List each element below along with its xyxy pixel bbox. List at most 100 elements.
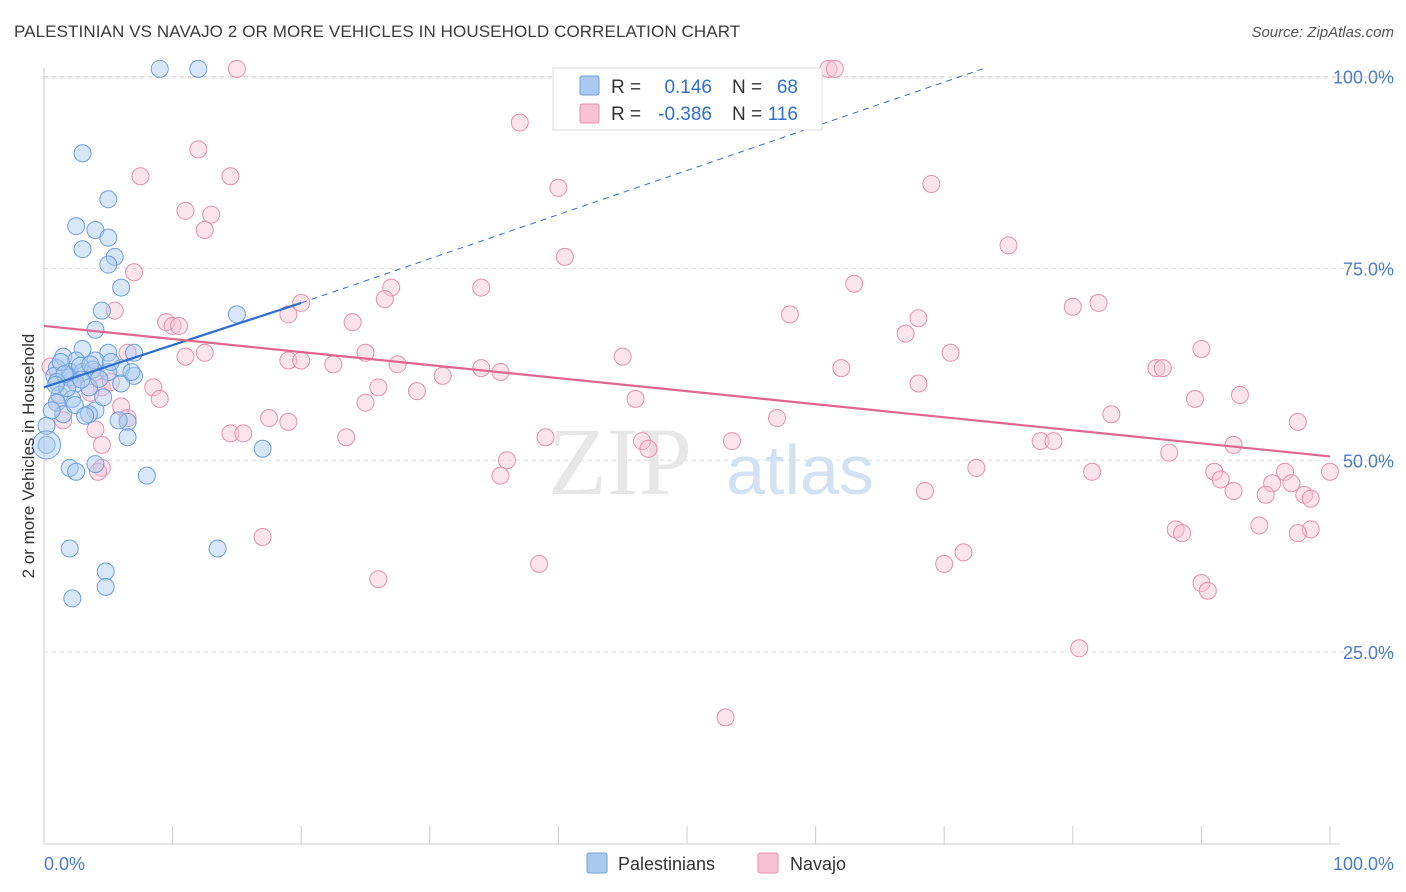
navajo-point <box>407 382 426 401</box>
palestinians-point <box>92 301 111 320</box>
navajo-point <box>1063 297 1082 316</box>
palestinians-point <box>67 462 86 481</box>
navajo-point <box>999 236 1018 255</box>
grid-lines <box>44 76 1394 653</box>
navajo-point <box>1224 435 1243 454</box>
palestinians-point <box>63 589 82 608</box>
navajo-point <box>1250 516 1269 535</box>
palestinians-point <box>67 217 86 236</box>
navajo-point <box>1173 524 1192 543</box>
palestinians-points <box>32 59 272 608</box>
x-max-label: 100.0% <box>1333 854 1394 874</box>
navajo-point <box>1288 524 1307 543</box>
palestinians-point <box>253 439 272 458</box>
palestinians-point <box>112 278 131 297</box>
y-axis-title: 2 or more Vehicles in Household <box>19 334 38 579</box>
stats-n-value-navajo: 116 <box>768 104 798 125</box>
stats-legend: R = 0.146 N = 68 R = -0.386 N = 116 <box>552 67 823 131</box>
navajo-point <box>86 420 105 439</box>
palestinians-point <box>112 374 131 393</box>
navajo-point <box>356 393 375 412</box>
stats-n-label-palestinians: N = <box>732 77 762 98</box>
legend-label-navajo: Navajo <box>790 854 846 874</box>
navajo-point <box>150 389 169 408</box>
palestinians-point <box>105 247 124 266</box>
palestinians-point <box>46 376 65 395</box>
bottom-legend: Palestinians Navajo <box>586 852 846 874</box>
navajo-point <box>279 412 298 431</box>
palestinians-point <box>99 228 118 247</box>
navajo-point <box>510 113 529 132</box>
navajo-point <box>202 205 221 224</box>
legend-swatch-palestinians <box>586 852 608 874</box>
palestinians-point <box>90 369 109 388</box>
navajo-point <box>1044 432 1063 451</box>
navajo-point <box>1102 405 1121 424</box>
x-ticks <box>43 826 1331 844</box>
navajo-point <box>1198 581 1217 600</box>
navajo-point <box>1070 639 1089 658</box>
navajo-point <box>909 309 928 328</box>
navajo-point <box>555 247 574 266</box>
navajo-point <box>279 305 298 324</box>
navajo-point <box>388 355 407 374</box>
navajo-point <box>382 278 401 297</box>
navajo-point <box>375 290 394 309</box>
navajo-point <box>41 357 60 376</box>
navajo-point <box>1230 386 1249 405</box>
navajo-point <box>825 59 844 78</box>
navajo-point <box>549 178 568 197</box>
stats-legend-swatch-navajo <box>579 103 600 124</box>
navajo-point <box>337 428 356 447</box>
palestinians-point <box>99 255 118 274</box>
palestinians-point <box>76 406 95 425</box>
palestinians-point <box>118 428 137 447</box>
navajo-point <box>915 481 934 500</box>
navajo-point <box>1256 485 1275 504</box>
y-tick-label-100: 100.0% <box>1333 68 1394 88</box>
y-tick-label-50: 50.0% <box>1343 451 1394 471</box>
palestinians-point <box>137 466 156 485</box>
navajo-point <box>530 554 549 573</box>
navajo-point <box>716 708 735 727</box>
stats-r-label-palestinians: R = <box>611 77 641 98</box>
navajo-point <box>1192 574 1211 593</box>
watermark-zip: ZIP <box>548 408 692 515</box>
navajo-point <box>176 201 195 220</box>
navajo-point <box>92 435 111 454</box>
palestinians-point <box>109 411 128 430</box>
palestinians-trend-line <box>43 301 302 389</box>
navajo-point <box>1160 443 1179 462</box>
navajo-point <box>1083 462 1102 481</box>
navajo-point <box>639 439 658 458</box>
navajo-point <box>768 409 787 428</box>
navajo-point <box>497 451 516 470</box>
palestinians-point <box>37 435 56 454</box>
legend-swatch-navajo <box>757 852 779 874</box>
navajo-point <box>909 374 928 393</box>
navajo-point <box>832 359 851 378</box>
y-tick-labels: 25.0% 50.0% 75.0% 100.0% <box>1333 68 1394 664</box>
navajo-point <box>845 274 864 293</box>
palestinians-point <box>42 401 61 420</box>
navajo-point <box>343 313 362 332</box>
navajo-point <box>472 359 491 378</box>
navajo-point <box>626 389 645 408</box>
navajo-point <box>163 316 182 335</box>
navajo-point <box>1211 470 1230 489</box>
navajo-point <box>234 424 253 443</box>
navajo-point <box>189 140 208 159</box>
x-min-label: 0.0% <box>44 854 85 874</box>
palestinians-point <box>73 240 92 259</box>
palestinians-point <box>96 577 115 596</box>
palestinians-point <box>150 59 169 78</box>
stats-legend-swatch-palestinians <box>579 75 600 96</box>
navajo-point <box>1205 462 1224 481</box>
watermark-atlas: atlas <box>726 431 874 509</box>
navajo-point <box>1288 412 1307 431</box>
navajo-point <box>221 167 240 186</box>
navajo-point <box>491 466 510 485</box>
navajo-point <box>253 528 272 546</box>
chart-title: PALESTINIAN VS NAVAJO 2 OR MORE VEHICLES… <box>14 22 741 41</box>
navajo-point <box>536 428 555 447</box>
